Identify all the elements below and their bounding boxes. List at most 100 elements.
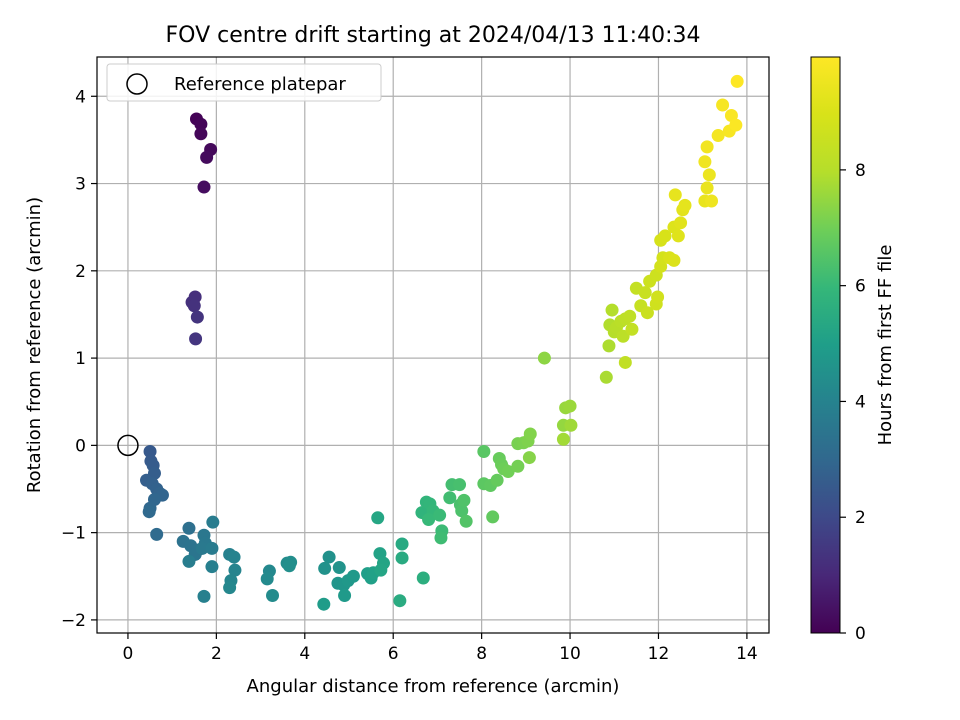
y-tick-label: −2: [61, 611, 86, 631]
scatter-point: [640, 306, 654, 320]
scatter-point: [143, 444, 157, 458]
scatter-point: [729, 118, 743, 132]
scatter-point: [523, 427, 537, 441]
scatter-point: [477, 444, 491, 458]
colorbar-tick-label: 6: [855, 277, 866, 297]
scatter-point: [142, 505, 156, 519]
scatter-point: [194, 117, 208, 131]
scatter-point: [674, 216, 688, 230]
scatter-point: [371, 511, 385, 525]
x-tick-label: 0: [123, 644, 134, 664]
colorbar-tick-label: 0: [855, 624, 866, 644]
x-axis-label: Angular distance from reference (arcmin): [247, 676, 620, 697]
y-axis-label: Rotation from reference (arcmin): [24, 197, 45, 493]
y-tick-label: −1: [61, 524, 86, 544]
scatter-point: [322, 550, 336, 564]
scatter-point: [195, 541, 209, 555]
scatter-point: [556, 432, 570, 446]
scatter-point: [700, 140, 714, 154]
scatter-point: [602, 339, 616, 353]
scatter-point: [459, 514, 473, 528]
scatter-point: [711, 129, 725, 143]
scatter-point: [522, 451, 536, 465]
scatter-point: [698, 155, 712, 169]
scatter-point: [623, 309, 637, 323]
x-tick-label: 8: [476, 644, 487, 664]
scatter-point: [338, 588, 352, 602]
x-tick-label: 10: [559, 644, 581, 664]
scatter-point: [605, 303, 619, 317]
scatter-point: [228, 563, 242, 577]
colorbar: 0 2 4 6 8 Hours from first FF file: [810, 56, 896, 644]
legend-entry-reference: Reference platepar: [174, 74, 346, 95]
scatter-point: [700, 181, 714, 195]
scatter-point: [194, 127, 208, 141]
x-tick-label: 14: [736, 644, 758, 664]
scatter-point: [453, 478, 467, 492]
y-tick-label: 3: [75, 175, 86, 195]
scatter-point: [395, 537, 409, 551]
scatter-point: [638, 286, 652, 300]
colorbar-tick-label: 8: [855, 161, 866, 181]
scatter-point: [457, 493, 471, 507]
chart-title: FOV centre drift starting at 2024/04/13 …: [166, 23, 701, 48]
scatter-point: [332, 561, 346, 575]
scatter-point: [490, 473, 504, 487]
scatter-point: [197, 589, 211, 603]
colorbar-tick-label: 4: [855, 392, 866, 412]
scatter-point: [189, 332, 203, 346]
x-tick-label: 12: [648, 644, 670, 664]
scatter-point: [537, 351, 551, 365]
scatter-point: [416, 571, 430, 585]
scatter-point: [422, 513, 436, 527]
data-points: [140, 74, 744, 611]
scatter-point: [433, 508, 447, 522]
scatter-point: [374, 563, 388, 577]
scatter-point: [651, 290, 665, 304]
scatter-point: [658, 229, 672, 243]
scatter-point: [625, 322, 639, 336]
scatter-point: [205, 541, 219, 555]
reference-marker-layer: [117, 434, 139, 457]
y-tick-label: 1: [75, 349, 86, 369]
x-tick-label: 4: [299, 644, 310, 664]
colorbar-label: Hours from first FF file: [875, 245, 896, 446]
scatter-point: [260, 572, 274, 586]
scatter-point: [434, 531, 448, 545]
scatter-point: [205, 560, 219, 574]
y-ticks: −2 −1 0 1 2 3 4: [61, 87, 97, 631]
scatter-point: [443, 491, 457, 505]
colorbar-ticks: 0 2 4 6 8: [840, 161, 866, 644]
scatter-point: [282, 559, 296, 573]
scatter-point: [501, 465, 515, 479]
scatter-point: [564, 418, 578, 432]
plot-frame: [96, 56, 770, 634]
scatter-point: [671, 229, 685, 243]
scatter-point: [223, 581, 237, 595]
y-tick-label: 2: [75, 262, 86, 282]
colorbar-gradient: [810, 56, 841, 634]
scatter-point: [206, 515, 220, 529]
scatter-point: [227, 550, 241, 564]
legend-marker-icon: [126, 73, 148, 95]
y-tick-label: 0: [75, 436, 86, 456]
scatter-point: [200, 150, 214, 164]
scatter-point: [266, 588, 280, 602]
scatter-point: [486, 510, 500, 524]
scatter-point: [668, 188, 682, 202]
colorbar-tick-label: 2: [855, 508, 866, 528]
y-tick-label: 4: [75, 87, 86, 107]
scatter-point: [187, 299, 201, 313]
scatter-point: [197, 180, 211, 194]
x-ticks: 0 2 4 6 8 10 12 14: [123, 633, 758, 664]
scatter-point: [393, 594, 407, 608]
scatter-point: [190, 310, 204, 324]
scatter-point: [705, 194, 719, 208]
scatter-point: [318, 561, 332, 575]
legend-box: [106, 63, 382, 102]
legend: Reference platepar: [106, 63, 382, 102]
scatter-point: [182, 554, 196, 568]
scatter-point: [667, 253, 681, 267]
scatter-point: [730, 74, 744, 88]
